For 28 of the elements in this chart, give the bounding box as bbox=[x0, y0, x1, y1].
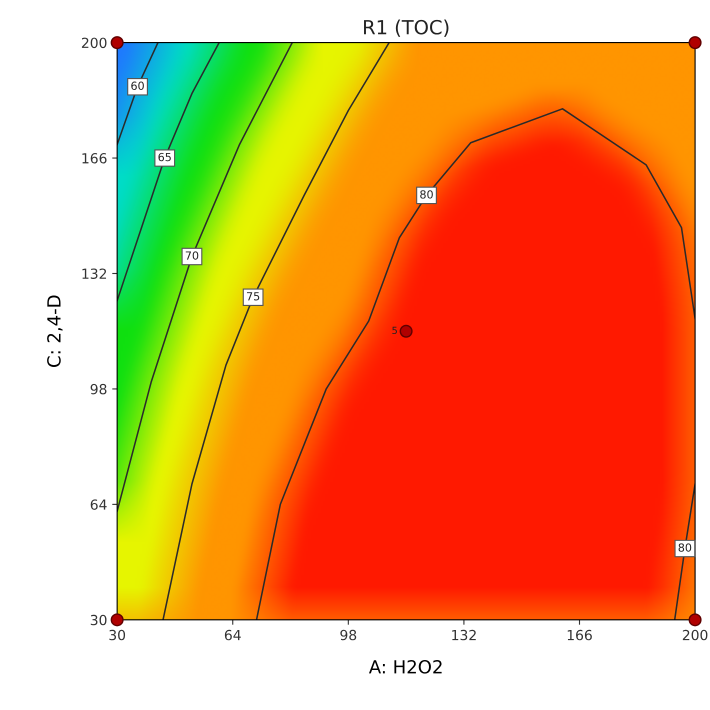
y-tick-label: 200 bbox=[82, 38, 107, 48]
y-tick-label: 64 bbox=[90, 499, 107, 510]
x-axis-title: A: H2O2 bbox=[368, 660, 442, 674]
chart-title: R1 (TOC) bbox=[364, 20, 448, 37]
x-tick-label: 166 bbox=[568, 630, 592, 640]
annotation: 75 bbox=[246, 292, 260, 300]
y-tick-label: 98 bbox=[90, 384, 106, 394]
point bbox=[110, 36, 124, 50]
x-tick-label: 30 bbox=[109, 630, 126, 640]
x-tick-label: 64 bbox=[224, 630, 241, 640]
y-tick-label: 30 bbox=[90, 614, 107, 626]
point bbox=[400, 324, 413, 338]
x-tick-label: 132 bbox=[452, 630, 476, 640]
point bbox=[688, 613, 702, 626]
y-tick-label: 166 bbox=[82, 153, 107, 164]
x-tick-label: 200 bbox=[682, 630, 708, 640]
annotation: 80 bbox=[420, 190, 433, 199]
annotation: 60 bbox=[131, 82, 144, 90]
line-series bbox=[117, 42, 220, 302]
point bbox=[688, 36, 702, 50]
annotation: 65 bbox=[158, 152, 171, 162]
annotation: 70 bbox=[186, 251, 198, 260]
y-tick-label: 132 bbox=[82, 268, 106, 279]
x-tick-label: 98 bbox=[340, 630, 356, 640]
point bbox=[110, 613, 124, 626]
y-axis-title: C: 2,4-D bbox=[47, 296, 63, 367]
annotation: 80 bbox=[678, 543, 692, 552]
annotation: 5 bbox=[392, 326, 397, 334]
